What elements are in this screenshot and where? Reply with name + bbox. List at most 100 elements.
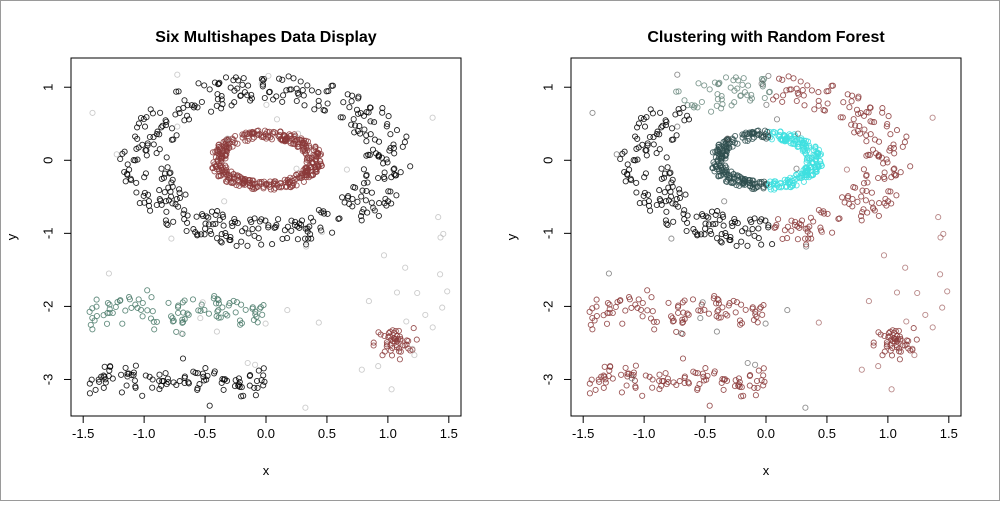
data-point: [228, 179, 235, 187]
data-point: [185, 380, 192, 387]
data-point: [290, 75, 297, 82]
data-point: [124, 171, 131, 178]
data-point: [239, 81, 246, 88]
data-point: [644, 191, 652, 198]
data-point: [164, 164, 171, 171]
data-point: [197, 307, 204, 314]
data-point: [714, 96, 721, 103]
data-point: [675, 88, 682, 95]
data-point: [605, 270, 612, 277]
data-point: [863, 172, 870, 179]
data-point: [271, 224, 278, 231]
data-point: [231, 383, 239, 390]
data-point: [339, 114, 346, 121]
data-point: [147, 207, 154, 214]
data-point: [101, 363, 108, 370]
data-point: [358, 366, 365, 373]
data-point: [170, 317, 177, 324]
data-point: [821, 210, 828, 217]
data-point: [304, 82, 311, 89]
data-point: [744, 242, 751, 249]
data-point: [733, 242, 740, 249]
data-point: [880, 252, 888, 259]
data-point: [869, 146, 877, 153]
data-point: [653, 201, 660, 209]
data-point: [102, 379, 109, 386]
data-point: [735, 382, 742, 389]
data-point: [681, 316, 688, 323]
right-scatter-panel: Clustering with Random Forest -1.5 -1.0 -0.…: [504, 29, 962, 478]
data-point: [153, 131, 160, 138]
data-point: [669, 318, 676, 325]
y-tick-label: -3: [540, 374, 555, 386]
data-point: [141, 174, 148, 181]
data-point: [893, 192, 900, 199]
data-point: [363, 187, 370, 195]
data-point: [219, 304, 226, 311]
data-point: [715, 81, 722, 88]
plot-area: [70, 57, 462, 417]
data-point: [119, 320, 126, 327]
data-point: [304, 225, 311, 232]
data-point: [135, 296, 142, 303]
data-point: [383, 123, 390, 130]
data-point: [783, 87, 790, 94]
data-point: [201, 231, 208, 238]
data-point: [351, 129, 358, 136]
data-point: [678, 330, 685, 337]
y-tick-label: -1: [540, 228, 555, 240]
data-point: [403, 318, 410, 325]
data-point: [796, 175, 803, 182]
data-point: [220, 138, 227, 145]
data-point: [720, 386, 727, 393]
data-point: [277, 180, 284, 187]
data-point: [263, 182, 270, 189]
data-point: [380, 252, 388, 259]
data-point: [613, 151, 620, 158]
data-point: [183, 227, 190, 235]
data-point: [350, 116, 357, 123]
data-point: [278, 184, 285, 191]
data-point: [861, 126, 868, 133]
data-point: [621, 148, 628, 155]
data-point: [802, 235, 809, 242]
data-point: [748, 219, 755, 226]
data-point: [181, 374, 188, 381]
data-point: [890, 166, 897, 173]
data-point: [776, 184, 783, 191]
data-point: [89, 305, 96, 312]
data-point: [237, 321, 244, 328]
data-point: [696, 381, 703, 388]
data-point: [723, 148, 731, 155]
data-point: [884, 341, 891, 348]
data-point: [169, 176, 176, 183]
data-point: [358, 193, 365, 200]
data-point: [89, 314, 96, 322]
data-point: [355, 110, 362, 117]
data-point: [329, 229, 336, 236]
data-point: [617, 297, 624, 304]
data-point: [860, 166, 867, 173]
data-point: [790, 75, 797, 82]
data-point: [324, 100, 331, 107]
data-point: [665, 299, 672, 306]
data-point: [733, 173, 740, 180]
data-point: [719, 376, 726, 383]
data-point: [141, 189, 148, 196]
data-point: [885, 333, 892, 341]
data-point: [804, 82, 811, 89]
data-point: [644, 287, 651, 294]
data-point: [721, 198, 728, 205]
data-point: [722, 74, 730, 81]
data-point: [922, 311, 929, 318]
data-point: [867, 104, 874, 111]
data-point: [715, 144, 722, 151]
data-point: [606, 301, 613, 308]
data-point: [214, 308, 221, 315]
data-point: [864, 179, 871, 186]
data-point: [303, 159, 310, 166]
data-point: [224, 312, 231, 319]
data-point: [204, 372, 211, 379]
data-point: [215, 314, 222, 321]
data-point: [835, 215, 842, 222]
